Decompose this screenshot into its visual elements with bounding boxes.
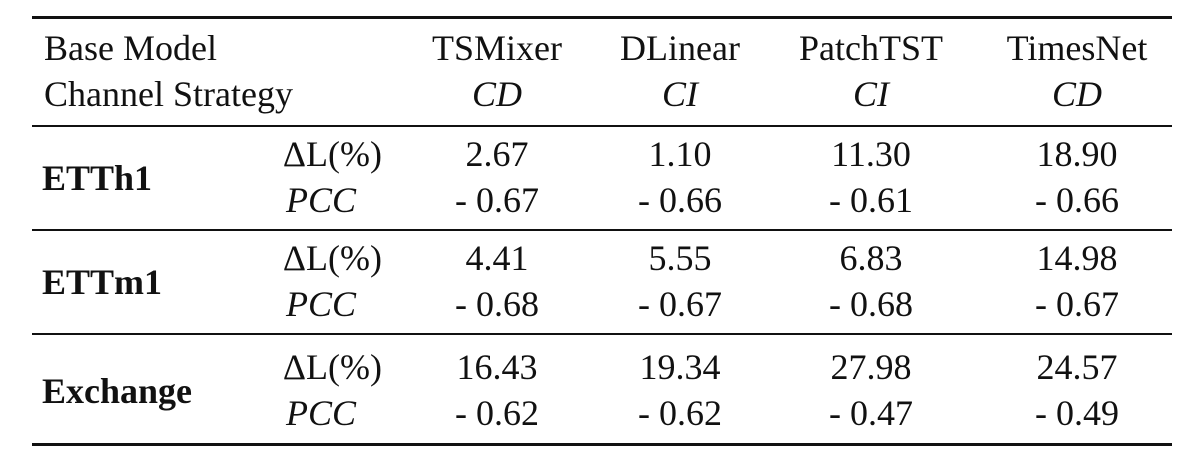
table-cell: 16.43 xyxy=(456,347,538,387)
metric-pcc-label: PCC xyxy=(285,284,356,324)
table-cell: 11.30 xyxy=(831,134,911,174)
header-model-patchtst: PatchTST xyxy=(799,28,943,68)
table-cell: - 0.66 xyxy=(638,180,722,220)
table-cell: - 0.67 xyxy=(638,284,722,324)
header-strategy-timesnet: CD xyxy=(1051,74,1103,114)
bottom-rule xyxy=(32,443,1172,446)
table-cell: - 0.61 xyxy=(829,180,913,220)
table-cell: - 0.68 xyxy=(829,284,913,324)
table-cell: - 0.47 xyxy=(829,393,913,433)
table-cell: - 0.49 xyxy=(1035,393,1119,433)
table-cell: - 0.67 xyxy=(455,180,539,220)
table-cell: 4.41 xyxy=(465,238,529,278)
header-strategy-patchtst: CI xyxy=(853,74,889,114)
metric-delta-loss-label: ΔL(%) xyxy=(282,238,382,278)
top-rule xyxy=(32,16,1172,19)
header-base-model-label: Base Model xyxy=(44,28,217,68)
header-channel-strategy-label: Channel Strategy xyxy=(44,74,293,114)
header-strategy-dlinear: CI xyxy=(662,74,698,114)
metric-pcc-label: PCC xyxy=(285,180,356,220)
header-model-timesnet: TimesNet xyxy=(1006,28,1148,68)
dataset-label: Exchange xyxy=(42,371,193,411)
row-rule-1 xyxy=(32,229,1172,231)
table-cell: 18.90 xyxy=(1036,134,1118,174)
header-model-dlinear: DLinear xyxy=(620,28,740,68)
header-strategy-tsmixer: CD xyxy=(471,74,523,114)
table-cell: 27.98 xyxy=(830,347,912,387)
metric-delta-loss-label: ΔL(%) xyxy=(282,134,382,174)
table-cell: - 0.62 xyxy=(455,393,539,433)
table-cell: 6.83 xyxy=(839,238,903,278)
table-cell: 1.10 xyxy=(648,134,712,174)
table-cell: 14.98 xyxy=(1036,238,1118,278)
table-cell: 2.67 xyxy=(465,134,529,174)
table-cell: 19.34 xyxy=(639,347,721,387)
table-cell: 24.57 xyxy=(1036,347,1118,387)
metric-pcc-label: PCC xyxy=(285,393,356,433)
header-model-tsmixer: TSMixer xyxy=(432,28,562,68)
row-rule-2 xyxy=(32,333,1172,335)
dataset-label: ETTm1 xyxy=(42,262,163,302)
table-cell: - 0.66 xyxy=(1035,180,1119,220)
header-rule xyxy=(32,125,1172,127)
table-cell: - 0.62 xyxy=(638,393,722,433)
table-cell: - 0.68 xyxy=(455,284,539,324)
metric-delta-loss-label: ΔL(%) xyxy=(282,347,382,387)
dataset-label: ETTh1 xyxy=(42,158,153,198)
table-cell: 5.55 xyxy=(648,238,712,278)
table-cell: - 0.67 xyxy=(1035,284,1119,324)
